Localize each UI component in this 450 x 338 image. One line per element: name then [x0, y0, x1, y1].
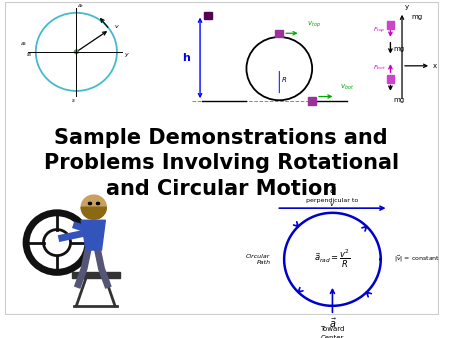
Text: $a_t$: $a_t$ [20, 41, 28, 48]
Text: $y$: $y$ [124, 51, 130, 59]
Text: $s$: $s$ [71, 97, 76, 104]
Text: Toward: Toward [320, 326, 345, 332]
Text: mg: mg [412, 15, 423, 20]
Text: $a_r$: $a_r$ [77, 2, 85, 10]
Text: Circular
Path: Circular Path [246, 254, 270, 265]
Bar [308, 97, 316, 105]
Text: $s_0$: $s_0$ [27, 51, 33, 58]
Circle shape [74, 50, 78, 54]
Text: $\vec{a}$: $\vec{a}$ [328, 183, 336, 196]
Bar [275, 29, 283, 37]
Bar [72, 272, 120, 278]
Text: $\vec{a}_{rad} = \dfrac{v^2}{R}$: $\vec{a}_{rad} = \dfrac{v^2}{R}$ [314, 248, 351, 270]
Text: mg: mg [393, 46, 405, 52]
Bar [204, 12, 211, 19]
Text: perpendicular to: perpendicular to [306, 198, 359, 203]
Text: $v_{top}$: $v_{top}$ [307, 19, 321, 29]
Text: x: x [433, 63, 437, 69]
Bar [387, 75, 394, 82]
Circle shape [81, 195, 106, 219]
Text: $F_{bot}$: $F_{bot}$ [373, 63, 386, 72]
Text: Center: Center [321, 335, 344, 338]
Text: h: h [183, 53, 190, 63]
Text: y: y [405, 4, 409, 10]
Text: mg: mg [393, 97, 405, 102]
Text: $v_{bot}$: $v_{bot}$ [340, 83, 355, 92]
Text: $F_{top}$: $F_{top}$ [373, 26, 386, 37]
Text: $|\vec{v}|$ = constant: $|\vec{v}|$ = constant [394, 254, 441, 264]
Text: $v$: $v$ [114, 23, 120, 30]
Text: $\vec{a}$: $\vec{a}$ [328, 317, 336, 330]
Polygon shape [81, 220, 105, 250]
Bar [387, 21, 394, 29]
Text: $v$: $v$ [329, 200, 336, 208]
Text: R: R [282, 77, 287, 83]
Text: Sample Demonstrations and
Problems Involving Rotational
and Circular Motion: Sample Demonstrations and Problems Invol… [44, 128, 399, 199]
Wedge shape [81, 207, 106, 219]
